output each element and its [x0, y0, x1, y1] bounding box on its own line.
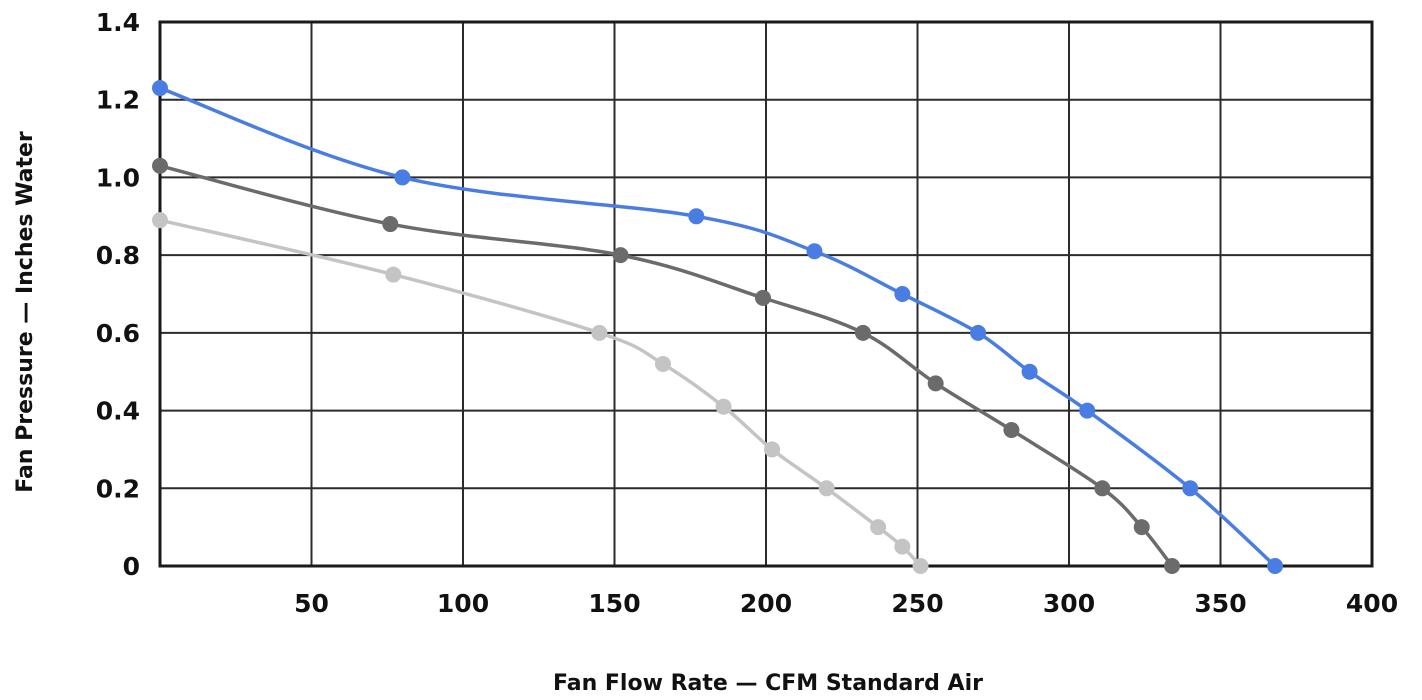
- series-3-line: [158, 218, 923, 568]
- series-1-point: [688, 208, 705, 225]
- series-1-point: [1182, 480, 1199, 497]
- y-tick-label: 0.6: [96, 319, 140, 348]
- series-2-point: [1003, 422, 1020, 438]
- x-tick-labels: 50 100 150 200 250 300 350 400: [294, 589, 1398, 618]
- y-tick-label: 1.2: [96, 86, 140, 115]
- series-1-line: [158, 86, 1277, 568]
- x-tick-label: 350: [1194, 589, 1246, 618]
- series-3-point: [715, 398, 732, 415]
- series-2: [152, 157, 1181, 574]
- grid: [158, 20, 1374, 568]
- x-axis-title: Fan Flow Rate — CFM Standard Air: [553, 671, 983, 696]
- series-1-point: [970, 324, 987, 341]
- series-3-point: [818, 480, 835, 497]
- x-tick-label: 150: [588, 589, 640, 618]
- y-tick-labels: 0 0.2 0.4 0.6 0.8 1.0 1.2 1.4: [96, 8, 140, 581]
- x-tick-label: 50: [294, 589, 329, 618]
- series-2-point: [1094, 480, 1111, 497]
- series-3-point: [870, 519, 887, 536]
- series-2-point: [612, 247, 629, 264]
- series-2-point: [754, 289, 771, 306]
- series-3-point: [152, 212, 168, 229]
- x-tick-label: 400: [1346, 589, 1398, 618]
- y-tick-label: 0.2: [96, 474, 140, 503]
- series-2-point: [927, 375, 944, 392]
- series-1-point: [806, 243, 823, 260]
- series-3-point: [654, 355, 671, 372]
- series-1: [152, 80, 1284, 574]
- x-tick-label: 100: [437, 589, 489, 618]
- y-tick-label: 1.0: [96, 163, 140, 192]
- series-2-point: [152, 157, 168, 174]
- series-1-point: [894, 286, 911, 302]
- y-tick-label: 0: [123, 552, 140, 581]
- series-3-point: [385, 266, 402, 283]
- y-tick-label: 1.4: [96, 8, 140, 37]
- y-tick-label: 0.4: [96, 397, 140, 426]
- series-2-point: [1133, 519, 1150, 536]
- series-layer: [152, 80, 1284, 574]
- series-1-point: [152, 80, 168, 97]
- series-3-point: [591, 324, 608, 341]
- series-1-point: [1079, 402, 1096, 419]
- series-1-point: [1267, 558, 1284, 574]
- series-1-point: [394, 169, 411, 186]
- series-2-point: [1164, 558, 1181, 574]
- x-tick-label: 250: [891, 589, 943, 618]
- y-tick-label: 0.8: [96, 241, 140, 270]
- series-3-point: [764, 441, 781, 458]
- series-2-point: [382, 216, 399, 233]
- series-2-point: [854, 324, 871, 341]
- x-tick-label: 200: [740, 589, 792, 618]
- series-3-point: [894, 538, 911, 555]
- series-3: [152, 212, 929, 574]
- y-axis-title: Fan Pressure — Inches Water: [13, 131, 38, 493]
- series-3-point: [912, 558, 929, 574]
- series-1-point: [1021, 363, 1038, 380]
- x-tick-label: 300: [1043, 589, 1095, 618]
- plot-frame: [158, 20, 1374, 568]
